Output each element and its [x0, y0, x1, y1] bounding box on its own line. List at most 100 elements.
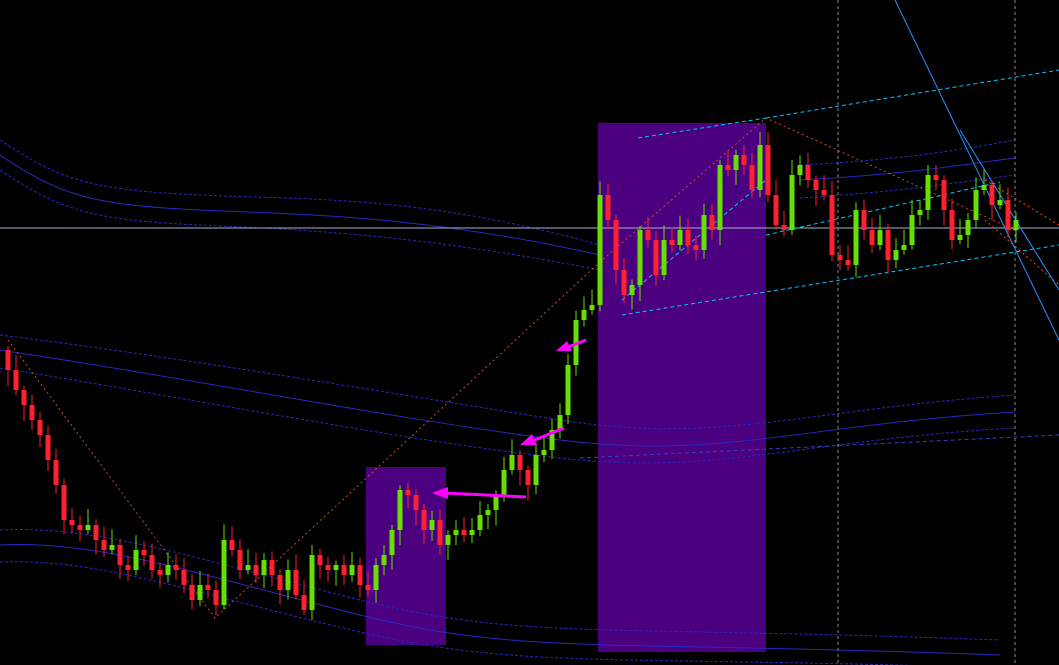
candle[interactable]: [1005, 187, 1011, 238]
arrow-2[interactable]: [520, 426, 565, 445]
candle[interactable]: [597, 181, 603, 312]
candle[interactable]: [845, 245, 851, 271]
candle[interactable]: [261, 553, 267, 589]
candle[interactable]: [437, 509, 443, 555]
candle[interactable]: [213, 580, 219, 616]
candle[interactable]: [541, 436, 547, 462]
channel-bot-1[interactable]: [621, 244, 1059, 316]
candle[interactable]: [549, 418, 555, 459]
candle[interactable]: [629, 279, 635, 310]
candle[interactable]: [293, 554, 299, 600]
candle[interactable]: [101, 526, 107, 557]
candle[interactable]: [765, 132, 771, 203]
candle[interactable]: [893, 238, 899, 269]
candle[interactable]: [445, 529, 451, 560]
channel-bot-2[interactable]: [579, 434, 1059, 459]
candle[interactable]: [869, 217, 875, 253]
candle[interactable]: [709, 204, 715, 240]
candle[interactable]: [989, 180, 995, 221]
candle[interactable]: [933, 165, 939, 191]
candle[interactable]: [301, 579, 307, 615]
candle[interactable]: [997, 184, 1003, 210]
candle[interactable]: [901, 229, 907, 255]
trend-line-1[interactable]: [894, 0, 1059, 341]
candle[interactable]: [13, 355, 19, 396]
candle[interactable]: [93, 519, 99, 555]
candle[interactable]: [837, 245, 843, 271]
candle[interactable]: [773, 179, 779, 230]
candle[interactable]: [421, 503, 427, 544]
channel-top-1[interactable]: [637, 117, 767, 139]
candle[interactable]: [557, 403, 563, 439]
candle[interactable]: [77, 515, 83, 541]
candle[interactable]: [429, 510, 435, 541]
candle[interactable]: [917, 200, 923, 226]
candle[interactable]: [645, 217, 651, 248]
candle[interactable]: [813, 175, 819, 206]
candle[interactable]: [29, 394, 35, 430]
candle[interactable]: [853, 202, 859, 278]
candle[interactable]: [389, 524, 395, 570]
candle[interactable]: [117, 538, 123, 579]
candle[interactable]: [1013, 212, 1019, 243]
candle[interactable]: [485, 504, 491, 530]
candle[interactable]: [133, 535, 139, 576]
candle[interactable]: [517, 450, 523, 486]
candle[interactable]: [829, 181, 835, 262]
candle[interactable]: [949, 198, 955, 249]
candle[interactable]: [245, 549, 251, 575]
candle[interactable]: [613, 214, 619, 285]
candle[interactable]: [861, 199, 867, 240]
candle[interactable]: [37, 412, 43, 448]
candle[interactable]: [165, 552, 171, 583]
candle[interactable]: [85, 509, 91, 535]
candle[interactable]: [157, 562, 163, 588]
candle[interactable]: [221, 524, 227, 610]
candle[interactable]: [381, 545, 387, 576]
candle[interactable]: [277, 569, 283, 605]
candle[interactable]: [253, 552, 259, 583]
candle[interactable]: [925, 165, 931, 221]
candle[interactable]: [173, 554, 179, 580]
candle[interactable]: [477, 501, 483, 537]
candle[interactable]: [325, 556, 331, 582]
candle[interactable]: [365, 571, 371, 597]
candle[interactable]: [149, 543, 155, 579]
candle[interactable]: [333, 560, 339, 586]
candle[interactable]: [461, 517, 467, 543]
candle[interactable]: [717, 160, 723, 246]
candle[interactable]: [637, 225, 643, 301]
candle[interactable]: [797, 155, 803, 186]
candle[interactable]: [725, 151, 731, 177]
candle[interactable]: [181, 558, 187, 594]
candle[interactable]: [405, 482, 411, 508]
candle[interactable]: [781, 210, 787, 236]
candle[interactable]: [269, 551, 275, 587]
candle[interactable]: [733, 149, 739, 185]
candle[interactable]: [789, 160, 795, 236]
channel-mid-2[interactable]: [765, 181, 1001, 236]
candle[interactable]: [397, 485, 403, 546]
candle[interactable]: [669, 227, 675, 253]
candle[interactable]: [205, 573, 211, 599]
highlight-box-2[interactable]: [598, 123, 766, 652]
candle[interactable]: [965, 213, 971, 249]
candle[interactable]: [693, 235, 699, 261]
candle[interactable]: [957, 219, 963, 245]
candle[interactable]: [413, 489, 419, 525]
candle[interactable]: [45, 426, 51, 472]
candle[interactable]: [821, 175, 827, 201]
candle[interactable]: [677, 215, 683, 251]
candle[interactable]: [341, 554, 347, 585]
candle[interactable]: [229, 526, 235, 557]
candle[interactable]: [309, 544, 315, 620]
candle[interactable]: [741, 145, 747, 176]
arrow-3[interactable]: [556, 338, 587, 351]
channel-top-2[interactable]: [765, 69, 1059, 119]
candle[interactable]: [749, 152, 755, 198]
candle[interactable]: [53, 448, 59, 494]
candle[interactable]: [285, 559, 291, 600]
candle[interactable]: [21, 385, 27, 421]
